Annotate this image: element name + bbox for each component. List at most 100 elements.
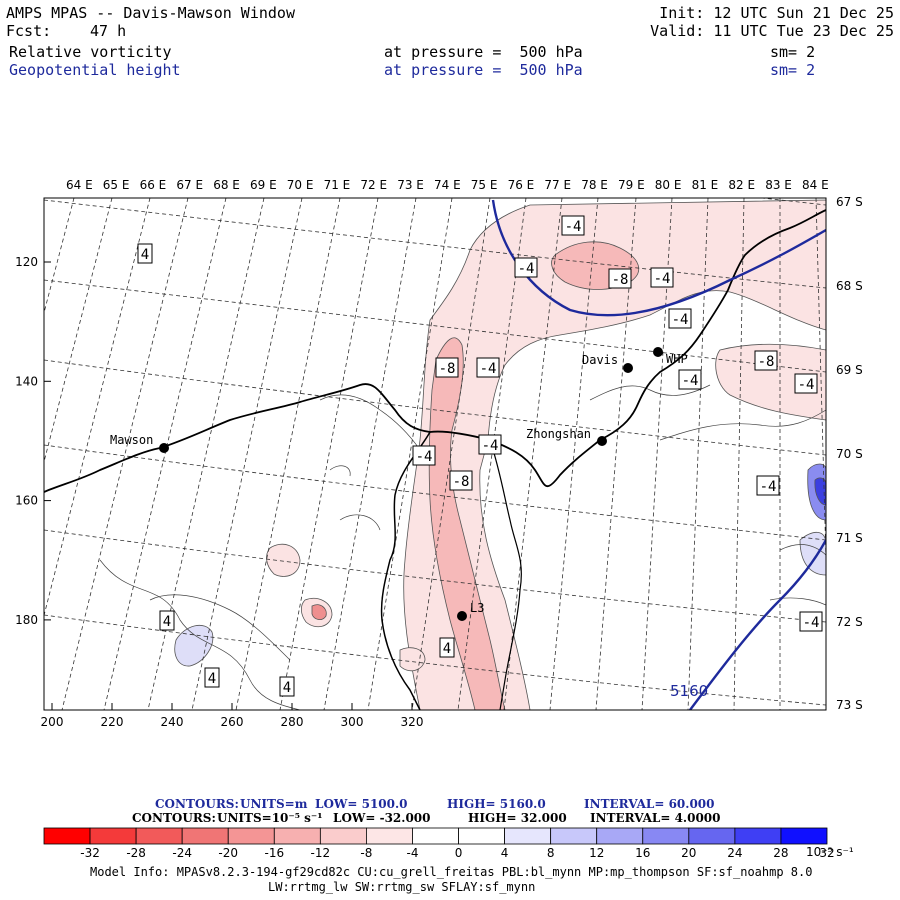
x-axis-ticks: 200 220 240 260 280 300 320 — [41, 703, 423, 729]
color-bar-tick: 20 — [681, 846, 696, 860]
station-dot-l3 — [457, 611, 467, 621]
longitude-label: 68 E — [213, 178, 240, 192]
longitude-label: 67 E — [176, 178, 203, 192]
graticule — [44, 198, 826, 710]
map-frame — [43, 197, 827, 711]
latitude-label: 70 S — [836, 447, 863, 461]
station-label-zhongshan: Zhongshan — [526, 427, 591, 441]
contours2-interval: INTERVAL= 4.0000 — [590, 811, 721, 825]
color-bar-unit: 10⁻⁵ s⁻¹ — [806, 845, 854, 859]
longitude-label: 64 E — [66, 178, 93, 192]
contour-label: -4 — [654, 271, 671, 287]
contours2-high: HIGH= 32.000 — [468, 811, 567, 825]
longitude-label: 83 E — [765, 178, 792, 192]
contour-label: -4 — [672, 312, 689, 328]
longitude-label: 73 E — [397, 178, 424, 192]
forecast-label: Fcst: — [6, 22, 52, 40]
contour-label-box — [476, 357, 500, 378]
contour-label: -4 — [760, 479, 777, 495]
height-contour-5160 — [689, 539, 826, 710]
contours2-units: UNITS=10⁻⁵ s⁻¹ — [217, 811, 323, 825]
color-bar-tick: 8 — [547, 846, 555, 860]
contour-label: -4 — [518, 261, 535, 277]
longitude-label: 78 E — [581, 178, 608, 192]
color-bar-swatch — [688, 827, 736, 845]
contour-label: 4 — [163, 614, 171, 630]
color-bar-tick: 4 — [501, 846, 509, 860]
color-bar-swatch — [227, 827, 275, 845]
map-plot-area: Mawson Davis WHP Zhongshan L3 4 4 4 4 4 -4 -4 -… — [44, 198, 826, 710]
station-label-l3: L3 — [470, 601, 484, 615]
x-tick-label: 220 — [101, 715, 124, 729]
station-dot-mawson — [159, 443, 169, 453]
color-bar-tick: -8 — [360, 846, 372, 860]
contours1-high: HIGH= 5160.0 — [447, 797, 546, 811]
ice-shelf-edge — [380, 431, 431, 710]
y-axis-ticks: 120 140 160 180 — [15, 255, 51, 627]
longitude-label: 81 E — [692, 178, 719, 192]
contour-label-box — [439, 637, 455, 658]
contour-label: 4 — [443, 641, 451, 657]
color-bar-swatch — [504, 827, 552, 845]
field2-smoothing: sm= 2 — [770, 61, 816, 79]
color-bar-swatch — [596, 827, 644, 845]
contours1-low: LOW= 5100.0 — [315, 797, 408, 811]
color-bar-swatch — [43, 827, 91, 845]
color-bar-swatch — [273, 827, 321, 845]
contour-label-box — [514, 257, 538, 278]
station-markers — [159, 347, 663, 621]
longitude-label: 74 E — [434, 178, 461, 192]
color-bar-swatch — [642, 827, 690, 845]
contour-label-box — [650, 267, 674, 288]
x-tick-label: 280 — [281, 715, 304, 729]
model-info: Model Info: MPASv8.2.3-194-gf29cd82c CU:… — [90, 865, 813, 879]
color-bar-tick: 32 — [819, 846, 834, 860]
longitude-label: 82 E — [728, 178, 755, 192]
latitude-label: 69 S — [836, 363, 863, 377]
field1-smoothing: sm= 2 — [770, 43, 816, 61]
color-bar-tick: -28 — [126, 846, 146, 860]
contour-label-box — [279, 676, 295, 697]
y-tick-label: 180 — [15, 613, 38, 627]
color-bar-swatch — [780, 827, 828, 845]
longitude-label: 70 E — [287, 178, 314, 192]
color-bar-ticks: -32 -28 -24 -20 -16 -12 -8 -4 0 4 8 12 16 20 24 28 32 — [80, 846, 834, 860]
latitude-label: 71 S — [836, 531, 863, 545]
station-dot-davis — [623, 363, 633, 373]
station-dot-zhongshan — [597, 436, 607, 446]
color-bar-swatch — [734, 827, 782, 845]
contours2-label: CONTOURS: — [132, 811, 216, 825]
longitude-label: 71 E — [324, 178, 351, 192]
contours1-label: CONTOURS: — [155, 797, 239, 811]
y-tick-label: 160 — [15, 494, 38, 508]
color-bar-tick: -24 — [172, 846, 192, 860]
color-bar — [43, 827, 828, 845]
longitude-label: 69 E — [250, 178, 277, 192]
latitude-label: 68 S — [836, 279, 863, 293]
contour-label-box — [799, 611, 823, 632]
contour-label-box — [412, 445, 436, 466]
contour-label: -4 — [565, 219, 582, 235]
color-bar-swatch — [319, 827, 367, 845]
longitude-label: 72 E — [360, 178, 387, 192]
contour-label-box — [159, 610, 175, 631]
contours2-low: LOW= -32.000 — [333, 811, 431, 825]
contour-label: 4 — [283, 680, 291, 696]
contour-label-box — [678, 369, 702, 390]
color-bar-tick: -32 — [80, 846, 100, 860]
color-bar-swatch — [412, 827, 459, 845]
station-label-davis: Davis — [582, 353, 618, 367]
color-bar-swatch — [181, 827, 229, 845]
field2-level: at pressure = 500 hPa — [384, 61, 583, 79]
forecast-hour: 47 h — [90, 22, 127, 40]
color-bar-swatch — [366, 827, 413, 845]
contour-label-box — [478, 434, 502, 455]
color-bar-tick: -12 — [311, 846, 331, 860]
x-tick-label: 260 — [221, 715, 244, 729]
contour-label: -8 — [612, 272, 629, 288]
contour-label: -4 — [803, 615, 820, 631]
longitude-label: 79 E — [618, 178, 645, 192]
longitude-label: 80 E — [655, 178, 682, 192]
color-bar-tick: 12 — [589, 846, 604, 860]
contour-label-box — [204, 667, 220, 688]
